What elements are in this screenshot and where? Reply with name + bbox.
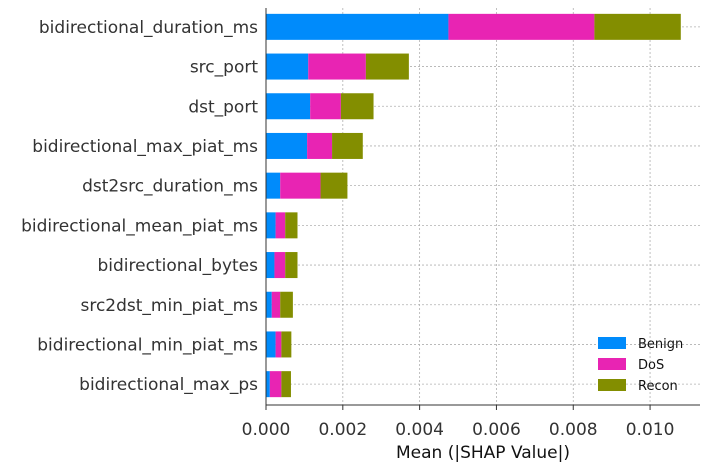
y-tick-label: dst2src_duration_ms bbox=[82, 177, 258, 197]
bar-dos bbox=[280, 172, 321, 199]
bar-benign bbox=[266, 132, 308, 159]
bar-recon bbox=[320, 172, 348, 199]
y-tick-label: src_port bbox=[190, 58, 259, 78]
bar-recon bbox=[365, 53, 409, 80]
bar-dos bbox=[269, 371, 282, 398]
y-tick-label: bidirectional_bytes bbox=[98, 256, 259, 276]
bar-recon bbox=[594, 13, 681, 40]
y-tick-label: bidirectional_mean_piat_ms bbox=[21, 216, 258, 236]
legend-swatch-benign bbox=[598, 337, 626, 349]
x-tick-label: 0.008 bbox=[549, 420, 598, 440]
legend-label: DoS bbox=[638, 358, 664, 373]
bar-benign bbox=[266, 331, 276, 358]
bar-benign bbox=[266, 93, 311, 120]
bar-recon bbox=[340, 93, 374, 120]
x-tick-label: 0.006 bbox=[472, 420, 521, 440]
bar-benign bbox=[266, 212, 276, 239]
x-axis-title: Mean (|SHAP Value|) bbox=[396, 443, 570, 463]
x-tick-label: 0.010 bbox=[626, 420, 675, 440]
legend-label: Benign bbox=[638, 337, 683, 352]
y-tick-label: bidirectional_min_piat_ms bbox=[37, 335, 258, 355]
bar-dos bbox=[274, 252, 286, 279]
bar-recon bbox=[280, 291, 293, 318]
bar-dos bbox=[448, 13, 595, 40]
bar-recon bbox=[281, 371, 291, 398]
x-tick-label: 0.002 bbox=[318, 420, 367, 440]
bar-dos bbox=[308, 53, 366, 80]
y-tick-label: src2dst_min_piat_ms bbox=[80, 296, 258, 316]
legend: Benign DoS Recon bbox=[598, 337, 683, 394]
y-tick-labels: bidirectional_duration_ms src_port dst_por… bbox=[21, 18, 258, 395]
legend-swatch-dos bbox=[598, 358, 626, 370]
bar-dos bbox=[271, 291, 281, 318]
bar-dos bbox=[310, 93, 341, 120]
y-tick-label: bidirectional_duration_ms bbox=[39, 18, 258, 38]
x-tick-label: 0.000 bbox=[242, 420, 291, 440]
bar-dos bbox=[275, 331, 282, 358]
x-tick-labels: 0.000 0.002 0.004 0.006 0.008 0.010 bbox=[242, 405, 675, 440]
bar-recon bbox=[285, 212, 298, 239]
bar-benign bbox=[266, 252, 275, 279]
bars bbox=[266, 13, 681, 398]
bar-dos bbox=[275, 212, 286, 239]
axes bbox=[265, 8, 700, 406]
y-tick-label: dst_port bbox=[188, 97, 258, 117]
bar-benign bbox=[266, 13, 449, 40]
bar-recon bbox=[285, 252, 298, 279]
bar-dos bbox=[307, 132, 333, 159]
bar-benign bbox=[266, 53, 309, 80]
bar-benign bbox=[266, 172, 281, 199]
x-tick-label: 0.004 bbox=[395, 420, 444, 440]
bar-benign bbox=[266, 371, 270, 398]
bar-recon bbox=[332, 132, 363, 159]
y-tick-label: bidirectional_max_ps bbox=[79, 375, 258, 395]
y-tick-label: bidirectional_max_piat_ms bbox=[32, 137, 258, 157]
legend-swatch-recon bbox=[598, 379, 626, 391]
bar-recon bbox=[281, 331, 292, 358]
bar-benign bbox=[266, 291, 272, 318]
legend-label: Recon bbox=[638, 379, 678, 394]
